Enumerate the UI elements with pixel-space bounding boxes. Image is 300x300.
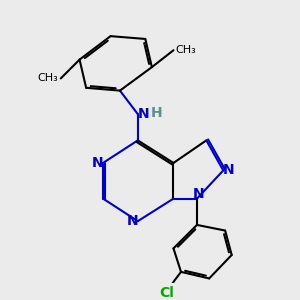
Text: CH₃: CH₃	[175, 45, 196, 55]
Text: N: N	[92, 156, 104, 170]
Text: N: N	[193, 188, 204, 201]
Text: H: H	[150, 106, 162, 120]
Text: Cl: Cl	[160, 286, 174, 300]
Text: CH₃: CH₃	[37, 74, 58, 83]
Text: N: N	[223, 164, 235, 177]
Text: N: N	[127, 214, 139, 228]
Text: N: N	[138, 107, 149, 121]
